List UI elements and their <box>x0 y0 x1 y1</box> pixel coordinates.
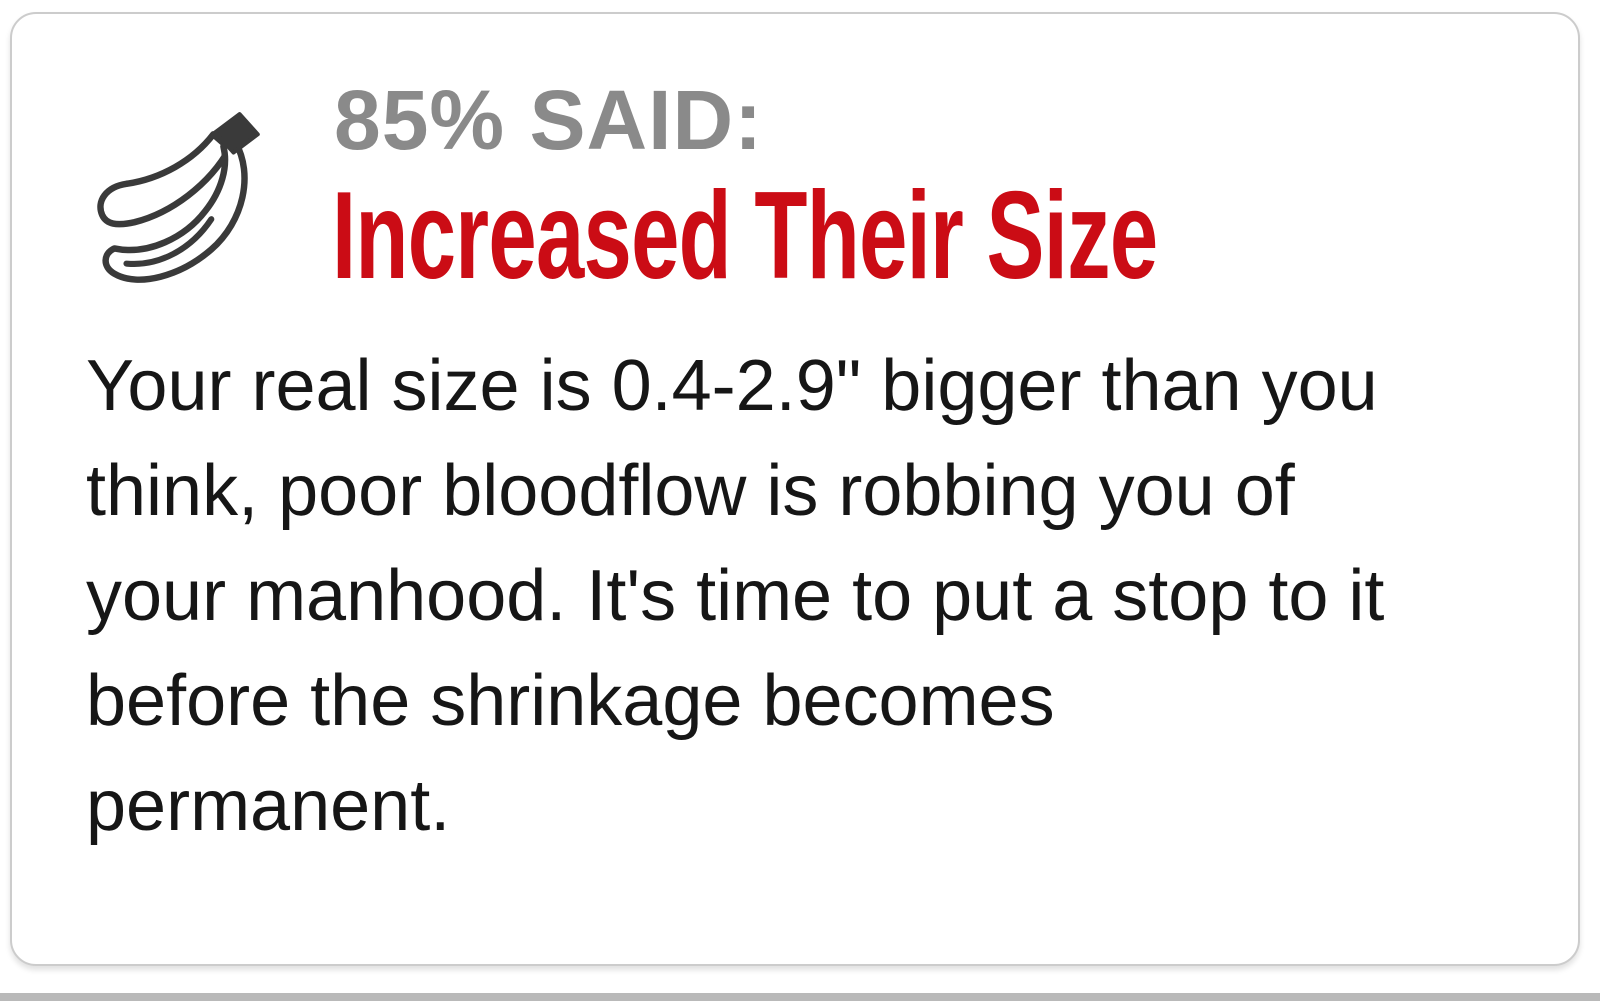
stat-label: 85% SAID: <box>334 73 764 167</box>
body-line: Your real size is 0.4-2.9" bigger than y… <box>86 346 1378 426</box>
body-line: your manhood. It's time to put a stop to… <box>86 556 1385 636</box>
body-text: Your real size is 0.4-2.9" bigger than y… <box>86 334 1506 859</box>
bananas-icon <box>80 107 282 299</box>
body-line: before the shrinkage becomes <box>86 661 1055 741</box>
stat-card: 85% SAID: Increased Their Size Your real… <box>10 12 1580 966</box>
body-line: permanent. <box>86 766 451 846</box>
body-line: think, poor bloodflow is robbing you of <box>86 451 1295 531</box>
headline: Increased Their Size <box>332 167 1158 305</box>
next-section-edge <box>0 993 1600 1001</box>
